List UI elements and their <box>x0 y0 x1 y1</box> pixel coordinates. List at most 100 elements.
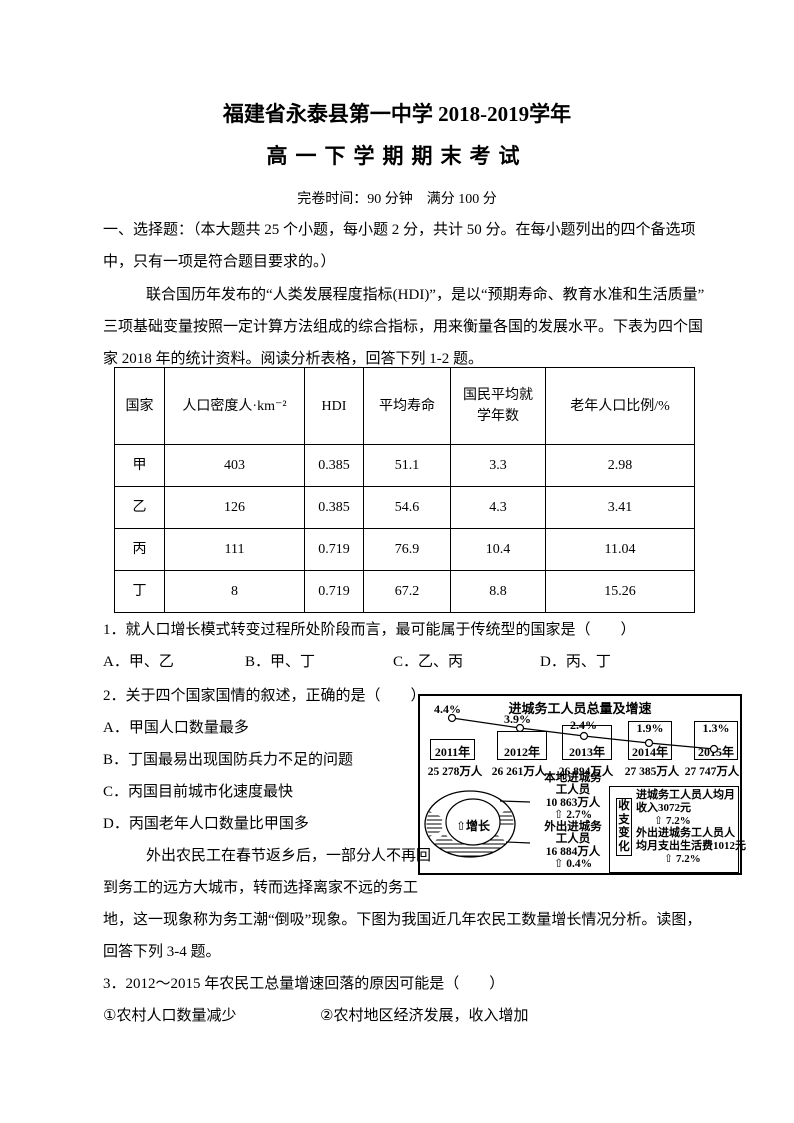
table-cell: 8.8 <box>450 570 546 613</box>
pct-2014: 1.9% <box>636 721 664 735</box>
q2-option-c: C．丙国目前城市化速度最快 <box>103 784 294 800</box>
expense-line2: 均月支出生活费1012元 <box>636 840 746 853</box>
local-workers-label-line1: 本地进城务 <box>544 772 602 784</box>
migrant-category-labels: 本地进城务 工人员 10 863万人 ⇧ 2.7% 外出进城务 工人员 16 8… <box>526 772 620 870</box>
migrant-workers-figure: 进城务工人员总量及增速 4.4% 3.9% 2.4% 2011年 2012年 2… <box>418 694 746 875</box>
header-country: 国家 <box>114 367 165 445</box>
country-statistics-table: 国家 人口密度人·km⁻² HDI 平均寿命 国民平均就学年数 老年人口比例/%… <box>114 367 695 613</box>
year-label: 2014年 <box>631 745 668 759</box>
table-cell: 0.385 <box>304 486 364 529</box>
table-row: 丙 111 0.719 76.9 10.4 11.04 <box>114 528 695 571</box>
section-heading-line2: 中，只有一项是符合题目要求的。） <box>103 254 336 270</box>
table-cell: 4.3 <box>450 486 546 529</box>
table-cell: 51.1 <box>363 444 451 487</box>
intro-paragraph-line2: 三项基础变量按照一定计算方法组成的综合指标，用来衡量各国的发展水平。下表为四个国 <box>103 319 704 335</box>
table-cell: 126 <box>164 486 305 529</box>
q3-option-2: ②农村地区经济发展，收入增加 <box>320 1008 529 1024</box>
question-1-stem: 1．就人口增长模式转变过程所处阶段而言，最可能属于传统型的国家是（ ） <box>103 622 636 638</box>
table-cell: 0.385 <box>304 444 364 487</box>
income-line2: 收入3072元 <box>636 801 691 814</box>
table-header-row: 国家 人口密度人·km⁻² HDI 平均寿命 国民平均就学年数 老年人口比例/% <box>114 367 695 445</box>
table-cell: 乙 <box>114 486 165 529</box>
growth-donut-diagram <box>424 790 531 858</box>
year-box-2011: 2011年 <box>430 739 475 760</box>
table-row: 乙 126 0.385 54.6 4.3 3.41 <box>114 486 695 529</box>
pct-2011: 4.4% <box>434 702 461 716</box>
table-cell: 甲 <box>114 444 165 487</box>
exam-title-line2: 高一下学期期末考试 <box>266 144 528 168</box>
total-2011: 25 278万人 <box>427 766 483 778</box>
out-workers-label-line1: 外出进城务 <box>544 821 602 834</box>
section-heading-line1: 一、选择题：（本大题共 25 个小题，每小题 2 分，共计 50 分。在每小题列… <box>103 222 696 238</box>
local-workers-growth: ⇧ 2.7% <box>553 808 593 821</box>
expense-line1: 外出进城务工人员人 <box>636 827 735 840</box>
table-cell: 3.3 <box>450 444 546 487</box>
table-cell: 111 <box>164 528 305 571</box>
table-cell: 3.41 <box>545 486 695 529</box>
year-box-2013: 2013年 <box>562 725 612 760</box>
table-cell: 0.719 <box>304 570 364 613</box>
para2-line2: 到务工的远方大城市，转而选择离家不远的务工 <box>103 880 419 896</box>
para2-line3: 地，这一现象称为务工潮“倒吸”现象。下图为我国近几年农民工数量增长情况分析。读图… <box>103 912 702 928</box>
income-expense-vertical-label: 收支变化 <box>616 798 632 856</box>
year-box-2014: 1.9% 2014年 <box>628 721 672 760</box>
pct-2012: 3.9% <box>504 712 531 726</box>
local-workers-label-line2: 工人员 <box>555 784 591 797</box>
q2-option-d: D．丙国老年人口数量比甲国多 <box>103 816 309 832</box>
table-cell: 2.98 <box>545 444 695 487</box>
q3-option-1: ①农村人口数量减少 <box>103 1008 237 1024</box>
table-cell: 403 <box>164 444 305 487</box>
income-expense-box: 收支变化 进城务工人员人均月 收入3072元 ⇧ 7.2% 外出进城务工人员人 … <box>609 786 746 873</box>
table-row: 丁 8 0.719 67.2 8.8 15.26 <box>114 570 695 613</box>
para2-line1: 外出农民工在春节返乡后，一部分人不再回 <box>146 848 432 864</box>
intro-paragraph-line1: 联合国历年发布的“人类发展程度指标(HDI)”，是以“预期寿命、教育水准和生活质… <box>146 287 705 303</box>
q1-option-c: C．乙、丙 <box>393 654 464 670</box>
q2-option-b: B．丁国最易出现国防兵力不足的问题 <box>103 752 354 768</box>
growth-rate-line-chart <box>447 713 719 754</box>
table-cell: 8 <box>164 570 305 613</box>
figure-title: 进城务工人员总量及增速 <box>508 701 652 716</box>
expense-growth: ⇧ 7.2% <box>664 852 701 865</box>
total-2013: 26 894万人 <box>558 766 614 778</box>
intro-paragraph-line3: 家 2018 年的统计资料。阅读分析表格，回答下列 1-2 题。 <box>103 351 483 367</box>
table-cell: 10.4 <box>450 528 546 571</box>
donut-growth-label: ⇧增长 <box>455 819 491 833</box>
header-elderly: 老年人口比例/% <box>545 367 695 445</box>
q1-option-b: B．甲、丁 <box>245 654 316 670</box>
para2-line4: 回答下列 3-4 题。 <box>103 944 221 960</box>
income-line1: 进城务工人员人均月 <box>636 789 735 801</box>
q2-option-a: A．甲国人口数量最多 <box>103 720 249 736</box>
header-density: 人口密度人·km⁻² <box>164 367 305 445</box>
table-cell: 11.04 <box>545 528 695 571</box>
income-growth: ⇧ 7.2% <box>654 814 691 827</box>
header-hdi: HDI <box>304 367 364 445</box>
out-workers-label-line2: 工人员 <box>555 833 591 846</box>
table-cell: 15.26 <box>545 570 695 613</box>
question-3-stem: 3．2012～2015 年农民工总量增速回落的原因可能是（ ） <box>103 976 505 992</box>
question-2-stem: 2．关于四个国家国情的叙述，正确的是（ ） <box>103 688 426 704</box>
exam-title-line1: 福建省永泰县第一中学 2018-2019学年 <box>222 102 572 126</box>
local-workers-total: 10 863万人 <box>545 796 601 809</box>
table-cell: 丁 <box>114 570 165 613</box>
year-label: 2012年 <box>503 745 540 759</box>
total-2015: 27 747万人 <box>684 766 740 778</box>
header-schooling: 国民平均就学年数 <box>450 367 546 445</box>
total-2012: 26 261万人 <box>491 766 547 778</box>
income-expense-content: 进城务工人员人均月 收入3072元 ⇧ 7.2% 外出进城务工人员人 均月支出生… <box>636 789 746 866</box>
out-workers-total: 16 884万人 <box>545 845 601 858</box>
out-workers-growth: ⇧ 0.4% <box>553 858 593 871</box>
table-cell: 67.2 <box>363 570 451 613</box>
header-lifespan: 平均寿命 <box>363 367 451 445</box>
year-label: 2013年 <box>568 745 605 759</box>
exam-subtitle: 完卷时间：90 分钟 满分 100 分 <box>297 192 497 207</box>
pct-2015: 1.3% <box>702 721 730 735</box>
q1-option-d: D．丙、丁 <box>540 654 611 670</box>
table-cell: 丙 <box>114 528 165 571</box>
total-2014: 27 385万人 <box>624 766 680 778</box>
table-cell: 76.9 <box>363 528 451 571</box>
table-cell: 54.6 <box>363 486 451 529</box>
q1-option-a: A．甲、乙 <box>103 654 174 670</box>
year-label: 2011年 <box>434 745 471 759</box>
table-row: 甲 403 0.385 51.1 3.3 2.98 <box>114 444 695 487</box>
